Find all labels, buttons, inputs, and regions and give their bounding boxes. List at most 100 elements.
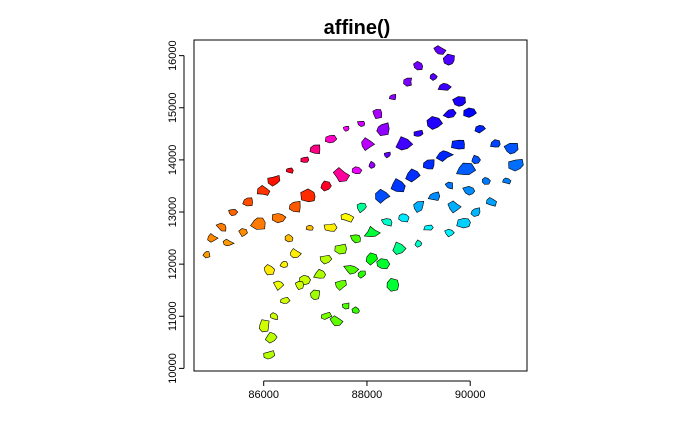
data-point <box>272 280 285 291</box>
data-point <box>285 167 294 174</box>
data-point <box>309 144 321 155</box>
data-point <box>351 306 360 314</box>
data-point <box>342 125 350 132</box>
data-point <box>398 213 410 223</box>
y-tick-label: 14000 <box>167 145 179 176</box>
data-point <box>222 238 235 247</box>
data-point <box>365 252 378 266</box>
data-point <box>435 150 455 162</box>
data-point <box>414 239 423 248</box>
data-point <box>503 143 519 155</box>
data-point <box>405 168 421 183</box>
data-point <box>357 121 366 127</box>
data-point <box>258 319 270 333</box>
x-tick-label: 88000 <box>352 389 383 401</box>
data-point <box>332 167 351 183</box>
data-point <box>437 82 452 91</box>
data-point <box>471 154 481 165</box>
data-point <box>324 134 338 144</box>
data-point <box>300 156 310 163</box>
data-point <box>423 224 434 231</box>
data-point <box>383 151 391 159</box>
data-point <box>290 248 302 259</box>
data-point <box>334 279 347 291</box>
data-point <box>368 160 376 169</box>
data-point <box>380 218 393 227</box>
data-point <box>452 96 466 107</box>
data-point <box>470 207 481 217</box>
data-point <box>351 166 363 175</box>
data-point <box>413 129 424 137</box>
data-point <box>320 311 333 320</box>
data-point <box>376 122 390 137</box>
data-point <box>388 93 397 101</box>
data-point <box>485 197 497 207</box>
x-tick-label: 86000 <box>248 389 279 401</box>
data-point <box>294 280 304 290</box>
data-point <box>442 53 455 66</box>
data-point <box>372 109 383 120</box>
y-tick-label: 11000 <box>167 301 179 331</box>
data-point <box>376 258 391 270</box>
data-point <box>284 233 294 243</box>
data-point <box>279 260 289 268</box>
data-point <box>356 202 367 214</box>
data-point <box>413 60 424 71</box>
data-point <box>310 289 321 301</box>
data-point <box>442 108 457 119</box>
chart-title: affine() <box>324 17 391 39</box>
data-point <box>267 175 281 187</box>
data-point <box>207 233 219 243</box>
data-point <box>280 296 291 304</box>
data-point <box>463 107 477 118</box>
data-point <box>456 162 477 175</box>
data-point <box>271 213 287 224</box>
data-point <box>288 200 301 213</box>
data-point <box>490 139 501 148</box>
data-point <box>238 228 248 237</box>
data-point <box>323 223 338 232</box>
data-point <box>474 124 486 134</box>
data-point <box>202 251 211 259</box>
data-point <box>386 277 400 292</box>
data-point <box>462 185 476 196</box>
data-point <box>228 209 239 217</box>
data-point <box>426 116 444 130</box>
data-point <box>433 45 447 55</box>
data-point <box>340 213 355 223</box>
data-point <box>403 77 413 87</box>
y-tick-label: 16000 <box>167 40 179 71</box>
data-point <box>264 331 278 344</box>
data-point <box>256 185 271 196</box>
data-point <box>334 243 347 255</box>
data-point <box>392 241 407 255</box>
data-point <box>305 224 314 231</box>
data-point <box>329 315 344 327</box>
data-point <box>444 228 455 238</box>
data-point <box>482 177 491 185</box>
data-point <box>264 264 275 276</box>
plot-area <box>193 39 528 372</box>
data-point <box>395 136 414 151</box>
data-point <box>357 270 366 279</box>
data-point <box>300 188 316 203</box>
data-point <box>422 159 435 170</box>
data-point <box>451 139 465 150</box>
data-point <box>341 302 350 310</box>
data-point <box>242 197 253 207</box>
data-point <box>413 200 425 213</box>
data-point <box>502 177 512 185</box>
data-point <box>363 225 381 238</box>
data-point <box>250 217 266 230</box>
data-point <box>429 73 438 81</box>
y-axis: 10000 11000 12000 13000 14000 15000 16000 <box>167 40 185 384</box>
data-point <box>444 181 453 190</box>
y-tick-label: 15000 <box>167 92 179 123</box>
data-point <box>508 158 524 172</box>
data-point <box>313 268 326 279</box>
data-point <box>215 222 227 232</box>
data-point <box>343 265 360 275</box>
data-point <box>427 191 441 201</box>
data-point <box>456 218 471 229</box>
